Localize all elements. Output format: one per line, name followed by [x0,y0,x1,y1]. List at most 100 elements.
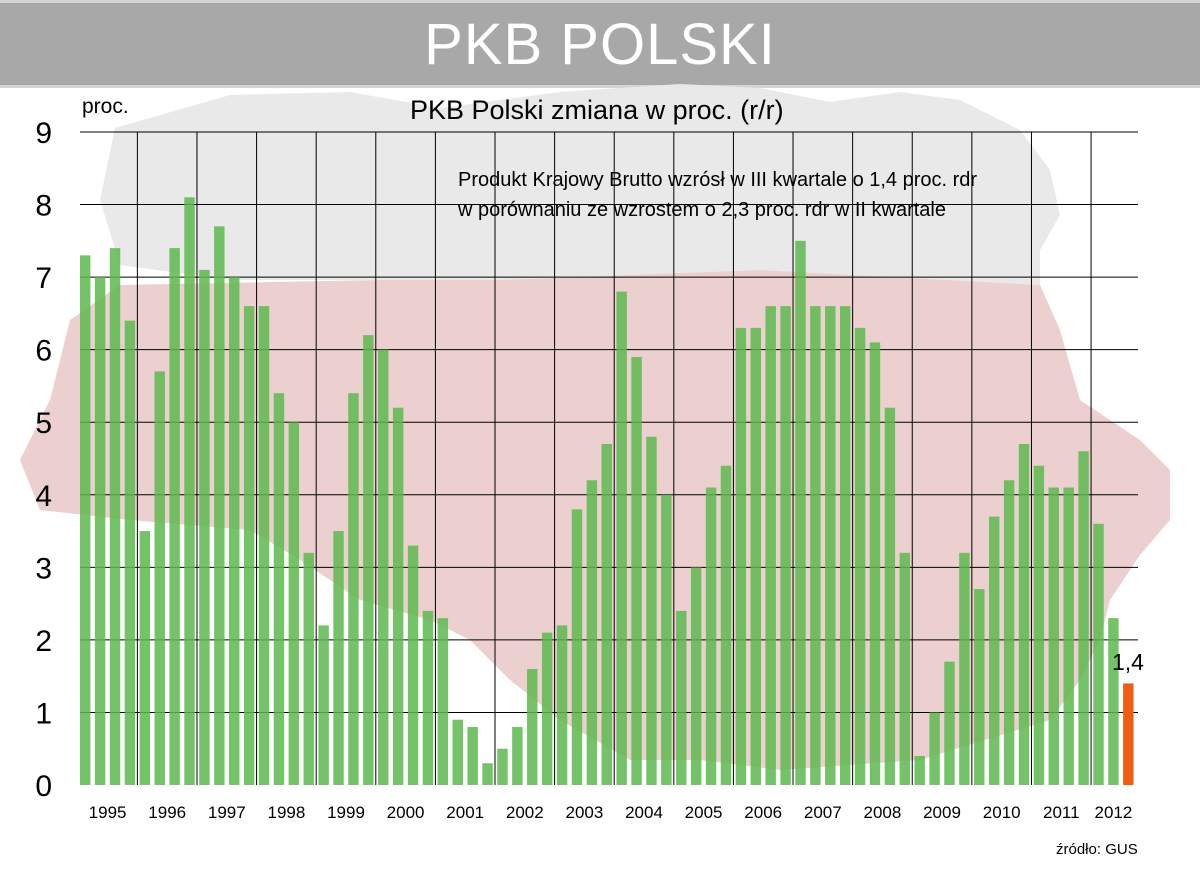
bar [497,748,508,785]
x-tick-label: 1998 [267,803,305,822]
x-tick-label: 1999 [327,803,365,822]
y-tick-label: 3 [35,552,52,585]
map-background-white [100,84,1060,285]
bar [124,320,136,785]
bar [899,552,911,785]
bar [720,465,732,785]
bar [929,712,940,785]
bar [1018,443,1030,785]
x-tick-label: 1996 [148,803,186,822]
bar [988,516,1000,785]
annotation-line-1: Produkt Krajowy Brutto wzrósł w III kwar… [458,169,977,191]
bar [631,356,642,785]
bar [810,306,821,785]
y-tick-label: 8 [35,190,52,223]
bar [378,349,389,785]
y-tick-label: 0 [35,770,52,803]
page-title: PKB POLSKI [424,11,776,77]
x-tick-label: 2009 [923,803,961,822]
bar [944,661,955,785]
highlight-value-label: 1,4 [1112,649,1144,675]
y-axis-unit-label: proc. [82,95,129,118]
bar [541,632,553,785]
bar [884,407,896,785]
y-tick-label: 7 [35,262,52,295]
x-tick-label: 2006 [744,803,782,822]
title-bar: PKB POLSKI [0,0,1200,88]
bar [795,240,806,785]
bar [273,393,285,785]
y-tick-label: 1 [35,697,52,730]
bar [333,531,344,785]
bar [80,255,91,786]
bar [258,306,270,785]
x-tick-label: 2008 [863,803,901,822]
bar [392,407,404,785]
bar [854,327,866,785]
bar [556,625,568,785]
bar [1078,451,1089,785]
bar [825,306,836,785]
x-tick-label: 2012 [1094,803,1132,822]
bar [571,509,583,785]
bar [661,494,672,785]
bar [467,726,478,785]
bar [959,552,970,785]
bar [705,487,717,785]
bar [1048,487,1060,785]
x-tick-label: 2000 [387,803,425,822]
bar [303,552,314,785]
bar [1108,618,1119,785]
x-tick-label: 1997 [208,803,246,822]
bar [690,567,702,785]
bar [780,306,791,785]
bar [288,422,300,785]
bar [974,589,985,785]
bar [750,327,761,785]
y-tick-label: 9 [35,117,52,150]
bar [109,248,121,786]
bar [839,306,851,785]
bar [318,625,329,785]
bar [437,618,449,785]
bar [1093,523,1104,785]
chart-title: PKB Polski zmiana w proc. (r/r) [410,95,784,125]
bar [765,306,776,785]
x-tick-label: 2002 [506,803,544,822]
bar [735,327,747,785]
bar [229,277,240,785]
bar [676,610,687,785]
x-tick-label: 2003 [565,803,603,822]
y-tick-label: 6 [35,335,52,368]
bar [407,545,419,785]
y-tick-label: 2 [35,625,52,658]
bar [243,306,255,785]
x-tick-label: 2011 [1043,803,1080,822]
bar [1063,487,1074,785]
bar-highlight [1123,683,1134,785]
bar [214,226,225,785]
bar [646,436,657,785]
source-label: źródło: GUS [1056,841,1138,858]
x-tick-label: 2004 [625,803,663,822]
bar [869,342,881,785]
bar [363,335,374,785]
bar [184,197,195,786]
bar [586,480,598,785]
x-tick-label: 2010 [983,803,1021,822]
bar [154,371,165,785]
bar [169,248,180,786]
bar [914,755,925,785]
bar [527,668,538,785]
y-tick-label: 5 [35,407,52,440]
x-tick-label: 1995 [89,803,127,822]
bar [348,393,359,785]
bar [1033,465,1045,785]
y-tick-label: 4 [35,480,52,513]
bar [1003,480,1015,785]
bar [139,531,151,785]
bar [452,719,463,785]
bar [482,763,493,785]
bar [616,291,627,785]
